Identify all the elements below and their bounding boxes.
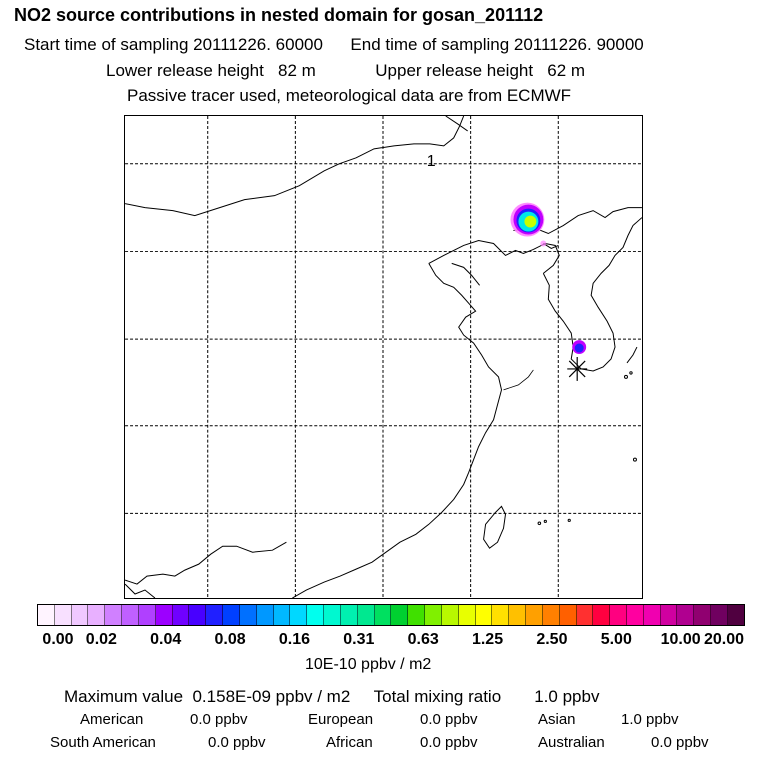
- colorbar-tick-label: 0.31: [343, 631, 375, 648]
- release-heights: Lower release height 82 m Upper release …: [106, 61, 585, 81]
- source-south-american-value: 0.0 ppbv: [208, 734, 266, 751]
- colorbar-segment: [88, 605, 106, 625]
- colorbar-tick-label: 0.63: [407, 631, 439, 648]
- sampling-times: Start time of sampling 20111226. 60000 E…: [24, 35, 644, 55]
- colorbar-segment: [425, 605, 442, 625]
- source-south-american-name: South American: [50, 734, 156, 751]
- colorbar-tick-label: 0.08: [214, 631, 246, 648]
- colorbar-tick-label: 0.02: [85, 631, 117, 648]
- colorbar-segment: [54, 605, 72, 625]
- colorbar-segment: [610, 605, 627, 625]
- units-label: 10E-10 ppbv / m2: [305, 656, 432, 673]
- tracer-note: Passive tracer used, meteorological data…: [127, 86, 572, 105]
- source-american-value: 0.0 ppbv: [190, 711, 248, 728]
- receptor-marker: [567, 357, 588, 381]
- colorbar-segment: [105, 605, 123, 625]
- colorbar-segment: [677, 605, 695, 625]
- colorbar-tick-label: 20.00: [703, 631, 745, 648]
- colorbar-segment: [694, 605, 712, 625]
- colorbar-tick-label: 0.16: [278, 631, 311, 648]
- colorbar-segment: [38, 605, 55, 625]
- colorbar-segment: [408, 605, 426, 625]
- source-american-name: American: [80, 711, 144, 728]
- colorbar-tick-label: 10.00: [660, 631, 701, 648]
- colorbar-segment: [727, 605, 744, 625]
- no2-plume-gosan: [572, 340, 587, 355]
- source-african-name: African: [326, 734, 373, 751]
- colorbar-segment: [155, 605, 173, 625]
- upper-height-label: Upper release height 62 m: [375, 61, 586, 80]
- colorbar-segment: [458, 605, 476, 625]
- colorbar-tick-label: 1.25: [471, 631, 504, 648]
- colorbar-segment: [374, 605, 392, 625]
- colorbar-segment: [223, 605, 240, 625]
- colorbar-segment: [71, 605, 89, 625]
- colorbar-segment: [138, 605, 156, 625]
- colorbar-segment: [206, 605, 224, 625]
- lower-height-label: Lower release height 82 m: [106, 61, 316, 80]
- source-european-value: 0.0 ppbv: [420, 711, 478, 728]
- colorbar-segment: [122, 605, 139, 625]
- colorbar-segment: [509, 605, 527, 625]
- colorbar-tick-label: 5.00: [600, 631, 632, 648]
- colorbar-segment: [256, 605, 274, 625]
- source-asian-value: 1.0 ppbv: [621, 711, 679, 728]
- colorbar-segment: [475, 605, 493, 625]
- colorbar-tick-label: 0.00: [42, 631, 74, 648]
- source-australian-name: Australian: [538, 734, 605, 751]
- colorbar-segment: [593, 605, 611, 625]
- end-time-label: End time of sampling 20111226. 90000: [350, 35, 644, 54]
- colorbar-segment: [189, 605, 207, 625]
- colorbar-tick-label: 2.50: [536, 631, 568, 648]
- colorbar-segment: [357, 605, 375, 625]
- domain-label-1: 1: [427, 153, 436, 170]
- colorbar-segment: [626, 605, 644, 625]
- colorbar-segment: [526, 605, 543, 625]
- max-value-line: Maximum value 0.158E-09 ppbv / m2 Total …: [64, 687, 600, 706]
- colorbar-segment: [643, 605, 661, 625]
- colorbar-segment: [492, 605, 510, 625]
- colorbar-segment: [290, 605, 308, 625]
- colorbar-segment: [441, 605, 459, 625]
- colorbar: [37, 604, 745, 626]
- no2-plume-north: [510, 202, 547, 247]
- colorbar-segment: [324, 605, 341, 625]
- start-time-label: Start time of sampling 20111226. 60000: [24, 35, 323, 54]
- map-title: NO2 source contributions in nested domai…: [14, 5, 544, 25]
- grid-lines: [125, 116, 642, 598]
- coastlines-borders: [125, 116, 642, 598]
- colorbar-segment: [711, 605, 728, 625]
- source-african-value: 0.0 ppbv: [420, 734, 478, 751]
- colorbar-segment: [340, 605, 358, 625]
- colorbar-segment: [172, 605, 190, 625]
- colorbar-segment: [576, 605, 594, 625]
- colorbar-segment: [239, 605, 257, 625]
- colorbar-tick-label: 0.04: [150, 631, 182, 648]
- colorbar-segment: [391, 605, 409, 625]
- colorbar-segment: [273, 605, 291, 625]
- colorbar-segment: [542, 605, 560, 625]
- source-asian-name: Asian: [538, 711, 576, 728]
- colorbar-segment: [559, 605, 577, 625]
- source-european-name: European: [308, 711, 374, 728]
- colorbar-segment: [307, 605, 325, 625]
- colorbar-segment: [660, 605, 678, 625]
- map-panel: 1: [124, 115, 643, 599]
- source-australian-value: 0.0 ppbv: [651, 734, 709, 751]
